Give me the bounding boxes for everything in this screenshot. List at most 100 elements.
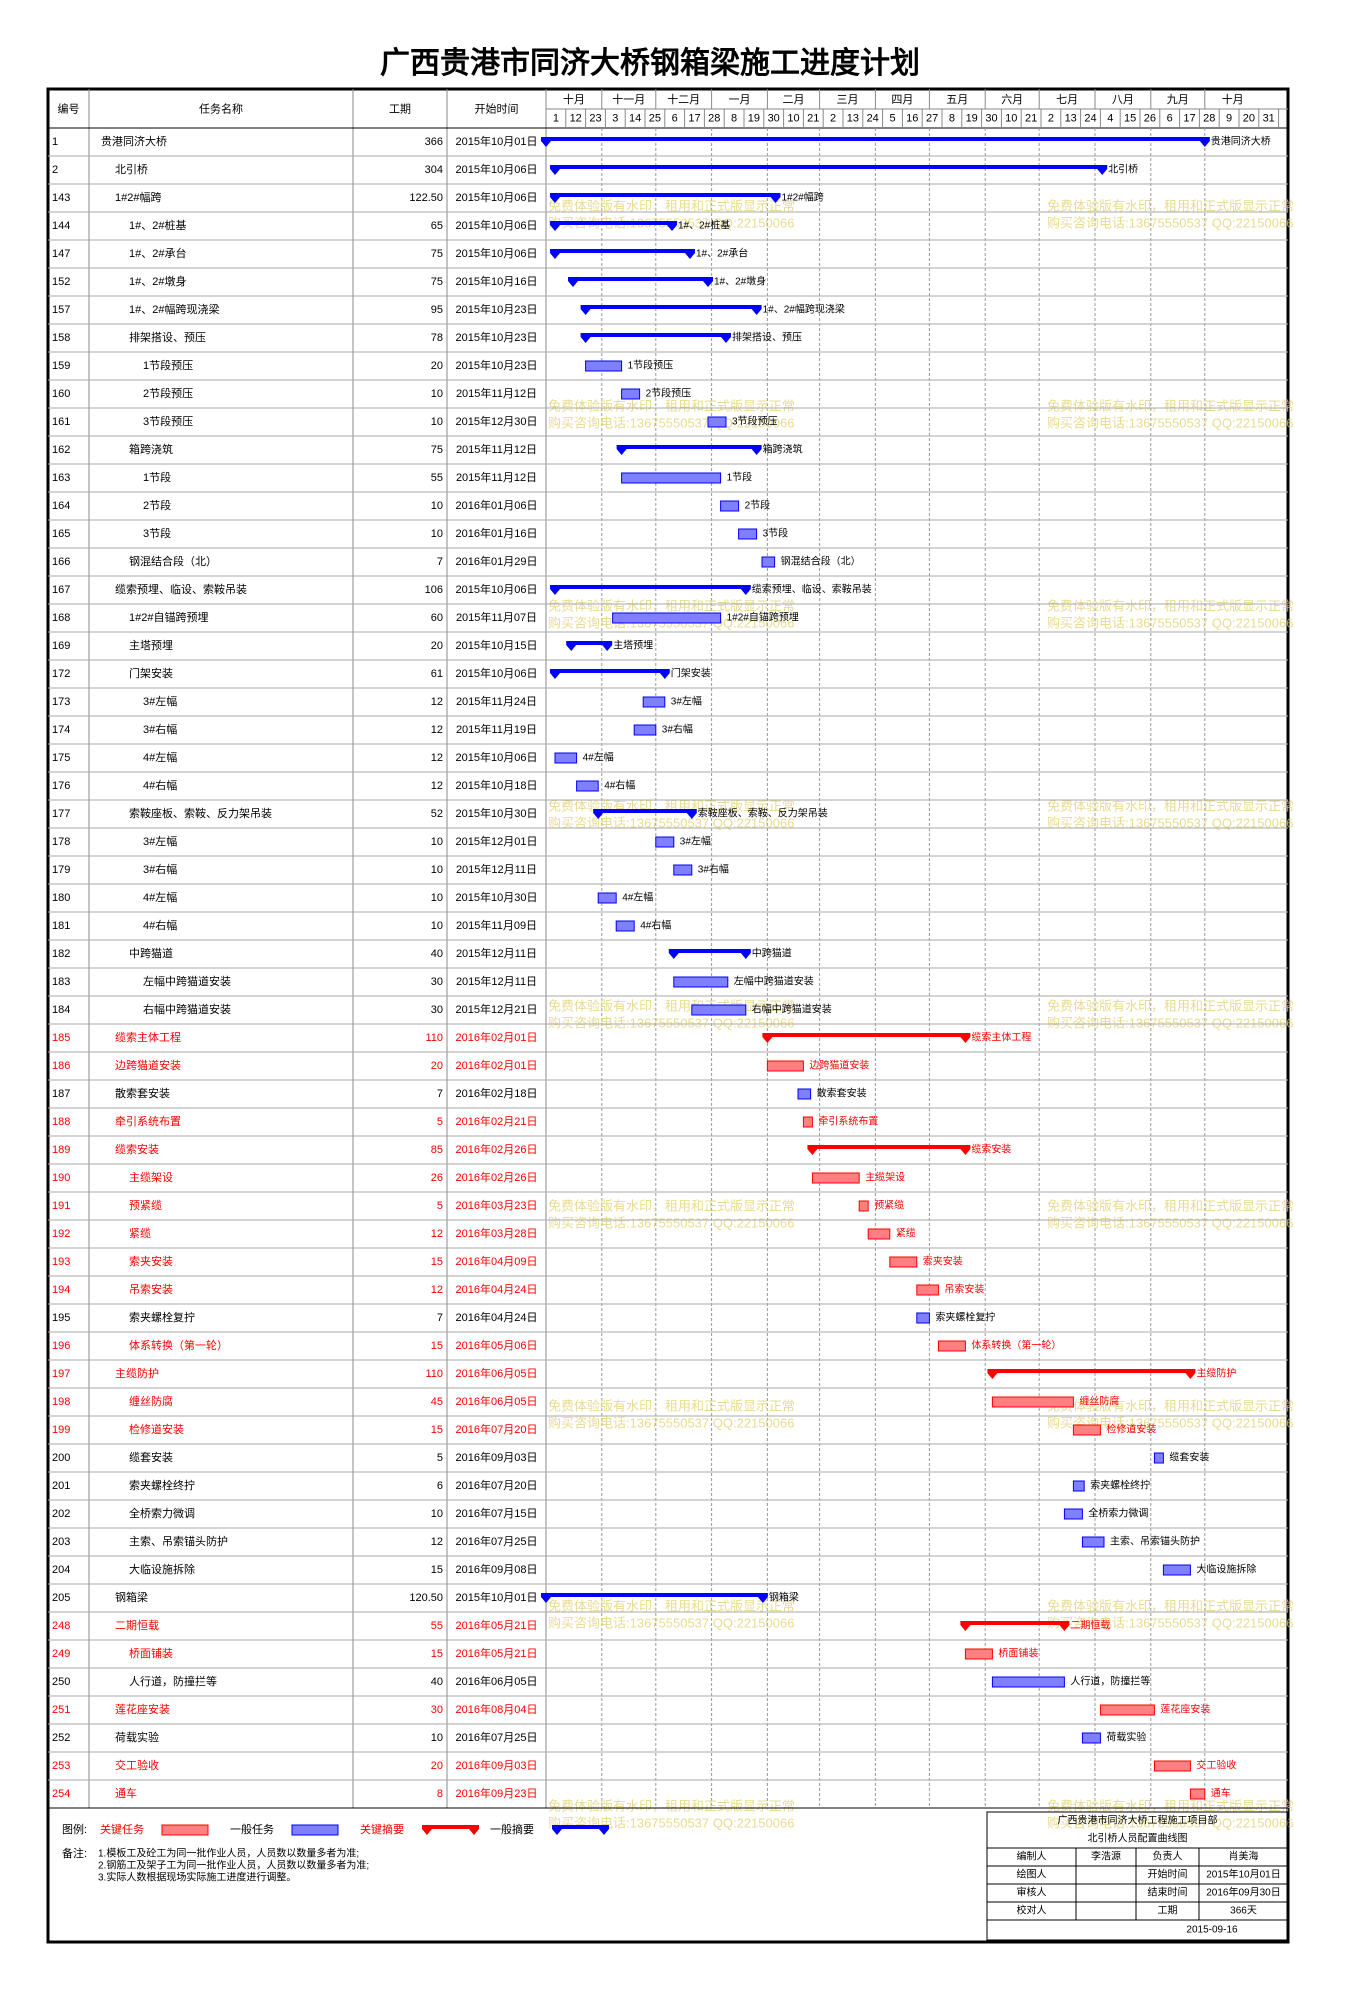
task-duration: 366 bbox=[425, 136, 443, 148]
month-label: 七月 bbox=[1056, 93, 1078, 106]
bar-label: 1#2#幅跨 bbox=[782, 191, 824, 204]
task-name: 4#左幅 bbox=[143, 751, 177, 764]
bar-label: 中跨猫道 bbox=[752, 947, 792, 960]
task-id: 196 bbox=[52, 1340, 70, 1352]
task-id: 173 bbox=[52, 696, 70, 708]
task-bar bbox=[642, 696, 666, 708]
task-start: 2015年10月16日 bbox=[456, 274, 538, 288]
task-duration: 85 bbox=[431, 1144, 443, 1156]
task-name: 3#右幅 bbox=[143, 862, 177, 876]
task-id: 203 bbox=[52, 1536, 70, 1548]
task-name: 主缆防护 bbox=[115, 1366, 159, 1380]
task-bar bbox=[916, 1284, 939, 1296]
task-id: 178 bbox=[52, 836, 70, 848]
month-label: 四月 bbox=[891, 94, 913, 106]
task-start: 2015年11月12日 bbox=[456, 470, 537, 484]
summary-bar bbox=[550, 249, 695, 259]
day-label: 2 bbox=[830, 112, 836, 124]
task-bar bbox=[615, 920, 635, 932]
task-start: 2016年01月16日 bbox=[456, 526, 538, 540]
info-cell: 负责人 bbox=[1153, 1850, 1183, 1863]
task-name: 1节段预压 bbox=[143, 358, 193, 372]
task-start: 2015年11月19日 bbox=[456, 722, 537, 736]
bar-label: 紧缆 bbox=[896, 1227, 916, 1240]
task-name: 1#、2#承台 bbox=[129, 246, 186, 260]
info-cell: 2016年09月30日 bbox=[1206, 1886, 1281, 1899]
bar-label: 预紧缆 bbox=[874, 1199, 904, 1212]
task-duration: 10 bbox=[431, 388, 443, 400]
bar-label: 缠丝防腐 bbox=[1079, 1395, 1119, 1408]
info-cell: 366天 bbox=[1230, 1906, 1257, 1917]
task-duration: 10 bbox=[431, 892, 443, 904]
legend-swatch bbox=[291, 1824, 339, 1836]
task-start: 2015年10月06日 bbox=[456, 218, 538, 232]
task-start: 2016年04月09日 bbox=[456, 1254, 538, 1268]
bar-label: 4#左幅 bbox=[583, 751, 614, 764]
task-duration: 15 bbox=[431, 1340, 443, 1352]
task-id: 250 bbox=[52, 1676, 70, 1688]
watermark: 免费体验版有水印，租用和正式版显示正常 bbox=[548, 398, 795, 413]
task-start: 2016年08月04日 bbox=[456, 1702, 538, 1716]
task-start: 2016年02月26日 bbox=[456, 1170, 538, 1184]
task-duration: 30 bbox=[431, 1004, 443, 1016]
task-id: 184 bbox=[52, 1004, 70, 1016]
month-label: 十月 bbox=[563, 92, 585, 106]
task-id: 161 bbox=[52, 416, 70, 428]
task-id: 202 bbox=[52, 1508, 70, 1520]
watermark: 免费体验版有水印，租用和正式版显示正常 bbox=[1047, 1198, 1294, 1213]
task-bar bbox=[991, 1676, 1065, 1688]
task-name: 箱跨浇筑 bbox=[129, 442, 173, 456]
info-date: 2015-09-16 bbox=[1186, 1925, 1238, 1936]
task-duration: 10 bbox=[431, 416, 443, 428]
day-label: 1 bbox=[553, 112, 559, 124]
day-label: 20 bbox=[1243, 112, 1255, 124]
task-id: 248 bbox=[52, 1620, 70, 1632]
task-id: 160 bbox=[52, 388, 70, 400]
day-label: 19 bbox=[966, 112, 978, 124]
task-name: 1#、2#墩身 bbox=[129, 274, 186, 288]
watermark: 免费体验版有水印，租用和正式版显示正常 bbox=[1047, 598, 1294, 613]
bar-label: 二期恒载 bbox=[1070, 1619, 1110, 1632]
summary-bar bbox=[593, 809, 697, 819]
day-label: 12 bbox=[570, 112, 582, 124]
day-label: 10 bbox=[787, 112, 799, 124]
task-duration: 75 bbox=[431, 276, 443, 288]
task-start: 2015年11月12日 bbox=[456, 442, 537, 456]
task-start: 2016年04月24日 bbox=[456, 1310, 538, 1324]
task-start: 2016年07月25日 bbox=[456, 1730, 538, 1744]
legend-text: 关键任务 bbox=[100, 1822, 144, 1836]
task-duration: 55 bbox=[431, 472, 443, 484]
day-label: 16 bbox=[906, 112, 918, 124]
legend-swatch bbox=[552, 1825, 609, 1835]
task-id: 163 bbox=[52, 472, 70, 484]
bar-label: 3#右幅 bbox=[662, 723, 693, 736]
task-duration: 45 bbox=[431, 1396, 443, 1408]
task-start: 2015年10月06日 bbox=[456, 666, 538, 680]
task-start: 2016年06月05日 bbox=[456, 1366, 538, 1380]
task-bar bbox=[673, 976, 729, 988]
task-name: 莲花座安装 bbox=[115, 1702, 170, 1716]
task-id: 254 bbox=[52, 1788, 70, 1800]
bar-label: 1节段预压 bbox=[628, 359, 674, 372]
bar-label: 缆套安装 bbox=[1169, 1451, 1209, 1464]
task-start: 2016年03月28日 bbox=[456, 1226, 538, 1240]
task-bar bbox=[673, 864, 693, 876]
task-duration: 10 bbox=[431, 836, 443, 848]
day-label: 21 bbox=[807, 112, 819, 124]
legend-label: 图例: bbox=[62, 1822, 87, 1836]
bar-label: 索夹螺栓终拧 bbox=[1090, 1479, 1150, 1492]
month-label: 六月 bbox=[1001, 93, 1023, 106]
task-duration: 40 bbox=[431, 1676, 443, 1688]
task-bar bbox=[889, 1256, 918, 1268]
task-bar bbox=[811, 1172, 860, 1184]
task-start: 2015年10月06日 bbox=[456, 582, 538, 596]
task-bar bbox=[964, 1648, 993, 1660]
legend-swatch bbox=[422, 1825, 479, 1835]
task-id: 185 bbox=[52, 1032, 70, 1044]
summary-bar bbox=[550, 585, 751, 595]
bar-label: 体系转换（第一轮） bbox=[971, 1339, 1061, 1352]
summary-bar bbox=[580, 305, 762, 315]
info-cell: 结束时间 bbox=[1148, 1886, 1188, 1899]
task-name: 体系转换（第一轮） bbox=[129, 1338, 228, 1352]
title: 广西贵港市同济大桥钢箱梁施工进度计划 bbox=[380, 46, 920, 80]
